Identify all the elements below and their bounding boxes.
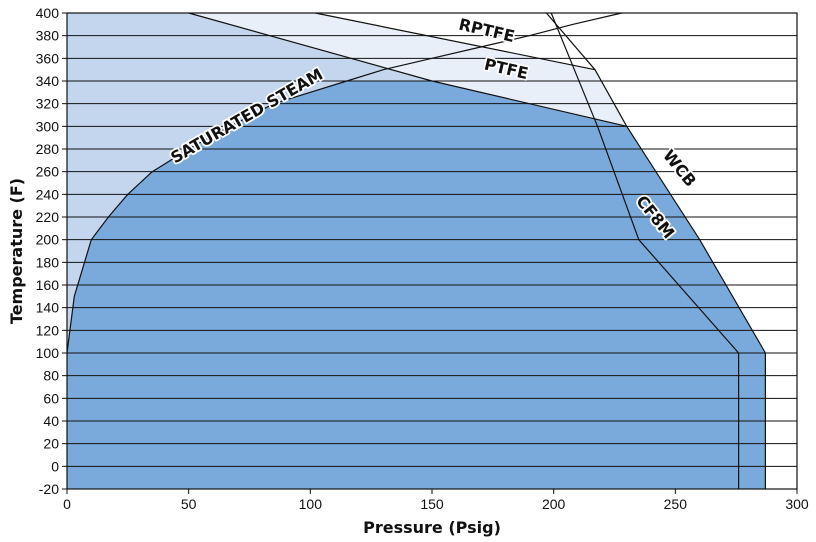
saturated-steam-curve [66,12,622,354]
y-tick-label: 300 [36,118,60,134]
y-tick-label: 320 [36,96,60,112]
y-tick-label: 160 [36,277,60,293]
x-tick-label: 300 [785,496,809,512]
wcb-curve [545,12,767,489]
x-axis-ticks: 0 50 100 150 200 250 300 [63,489,809,512]
x-tick-label: 200 [542,496,566,512]
y-tick-label: -20 [39,481,59,497]
ptfe-curve [188,12,627,127]
y-tick-label: 120 [36,322,60,338]
x-tick-label: 0 [63,496,71,512]
y-tick-label: 340 [36,73,60,89]
y-tick-label: 240 [36,186,60,202]
y-tick-label: 140 [36,300,60,316]
x-tick-label: 150 [420,496,444,512]
y-tick-label: 220 [36,209,60,225]
rptfe-label: RPTFE [457,15,517,46]
wcb-label: WCB [659,146,700,190]
chart-regions [67,13,766,489]
rating-curves [66,12,767,489]
rptfe-curve [315,12,596,71]
x-axis-title: Pressure (Psig) [363,518,501,537]
y-tick-label: 100 [36,345,60,361]
y-tick-label: 60 [43,390,59,406]
y-tick-label: 0 [51,458,59,474]
y-tick-label: 40 [43,413,59,429]
y-tick-label: 280 [36,141,60,157]
y-tick-label: 360 [36,50,60,66]
y-tick-label: 180 [36,254,60,270]
x-tick-label: 50 [181,496,197,512]
y-tick-label: 80 [43,368,59,384]
x-tick-label: 100 [299,496,323,512]
cf8m-curve [550,12,740,489]
x-tick-label: 250 [664,496,688,512]
y-tick-label: 20 [43,436,59,452]
y-tick-label: 400 [36,5,60,21]
y-tick-label: 260 [36,164,60,180]
y-axis-ticks: -20 0 20 40 60 80 100 120 140 160 180 200 220 240 260 2… [36,5,67,497]
y-axis-title: Temperature (F) [7,178,26,324]
y-tick-label: 200 [36,232,60,248]
y-tick-label: 380 [36,28,60,44]
